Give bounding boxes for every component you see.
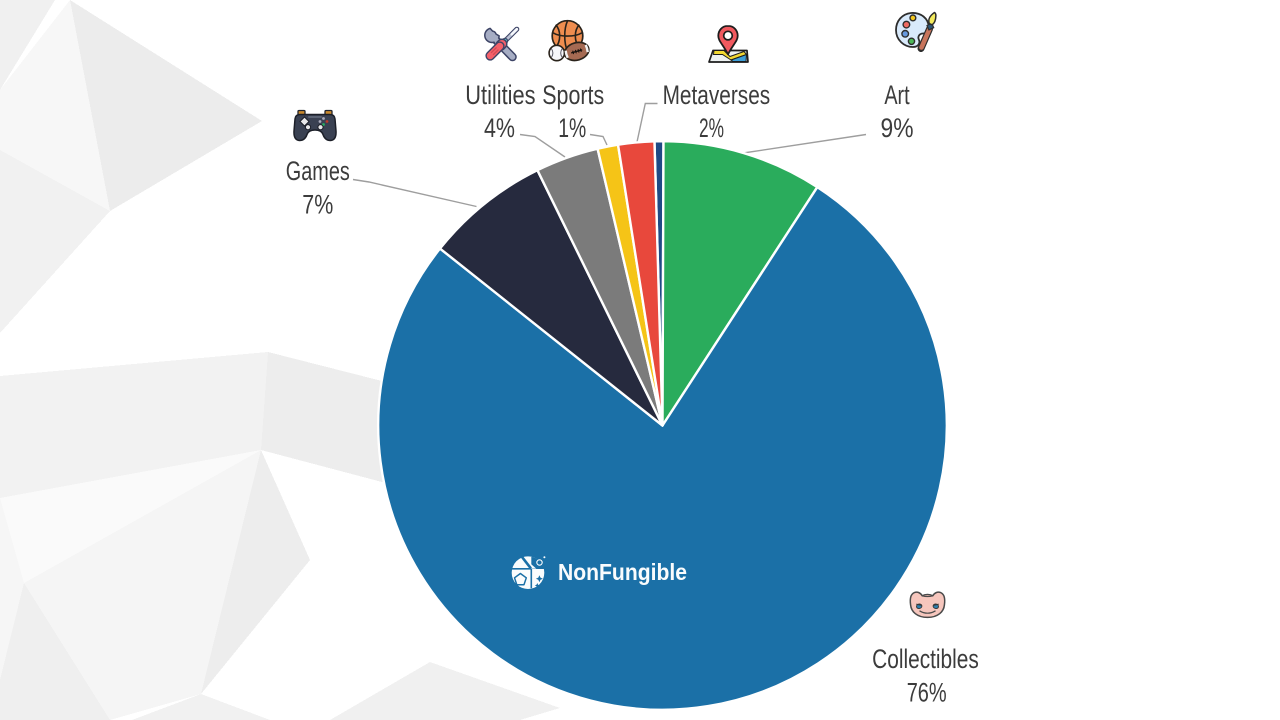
svg-text:Games: Games (286, 156, 350, 186)
svg-text:76%: 76% (907, 678, 947, 708)
svg-text:Collectibles: Collectibles (872, 644, 979, 674)
svg-text:NonFungible: NonFungible (558, 559, 687, 585)
svg-text:Art: Art (884, 80, 910, 110)
svg-text:Utilities: Utilities (465, 80, 535, 110)
svg-text:9%: 9% (881, 113, 914, 143)
svg-text:Metaverses: Metaverses (663, 80, 771, 110)
svg-text:Sports: Sports (542, 80, 604, 110)
svg-text:7%: 7% (302, 190, 333, 220)
svg-text:2%: 2% (699, 113, 724, 143)
svg-text:4%: 4% (484, 113, 515, 143)
svg-text:1%: 1% (558, 113, 586, 143)
